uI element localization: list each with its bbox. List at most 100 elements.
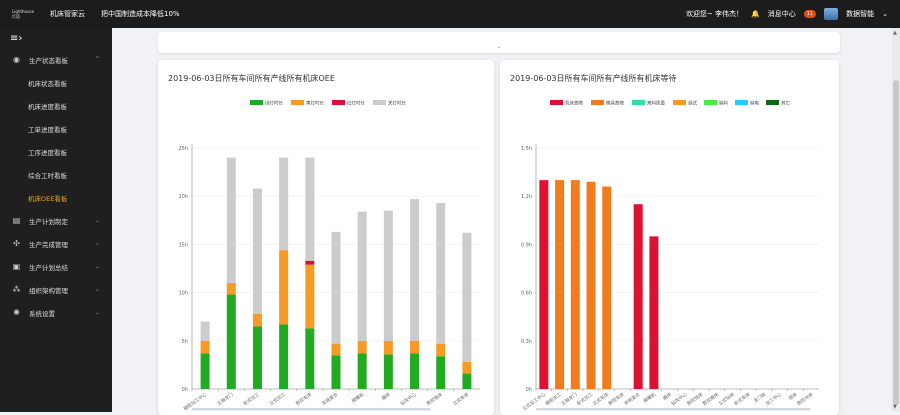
bar-segment[interactable] [555,180,565,389]
menu-toggle-icon[interactable]: ≡› [10,33,23,44]
bar-segment[interactable] [383,210,393,341]
user-name[interactable]: 数据智能 [846,10,875,18]
bar-segment[interactable] [570,180,580,389]
page-scrollbar[interactable]: ▲ ▼ [892,28,900,412]
bar-segment[interactable] [357,340,367,354]
legend-swatch[interactable] [735,100,748,105]
sidebar-subitem-machine-progress[interactable]: 机床进度看板 [28,102,67,111]
bar-segment[interactable] [252,313,262,327]
bar-segment[interactable] [357,353,367,389]
bar-segment[interactable] [649,236,659,389]
org-icon: ⁂ [12,285,21,294]
bar-segment[interactable] [586,181,596,389]
bar-segment[interactable] [305,157,315,261]
legend-swatch[interactable] [373,100,386,105]
legend-label[interactable]: 来料质量 [647,100,665,107]
sidebar-item-settings[interactable]: ✺ 系统设置 ⌄ [0,301,112,324]
bar-segment[interactable] [357,211,367,341]
bar-segment[interactable] [410,340,420,354]
x-tick-label: 车铣复合 [623,391,642,407]
bar-segment[interactable] [279,324,289,389]
sidebar-item-completion[interactable]: ✣ 生产完成管理 ⌄ [0,232,112,255]
legend-label[interactable]: 红灯时长 [347,100,365,107]
bar-segment[interactable] [436,356,446,389]
legend-swatch[interactable] [591,100,604,105]
sidebar-subitem-process-progress[interactable]: 工序进度看板 [28,148,67,157]
legend-swatch[interactable] [550,100,563,105]
bar-segment[interactable] [200,321,210,341]
bar-segment[interactable] [331,355,341,389]
bar-segment[interactable] [252,326,262,389]
legend-swatch[interactable] [704,100,717,105]
bar-segment[interactable] [226,157,236,283]
legend-swatch[interactable] [250,100,263,105]
legend-label[interactable]: 绿灯时长 [265,100,283,107]
chart-scrollbar[interactable] [192,408,432,411]
bar-segment[interactable] [410,199,420,341]
bar-segment[interactable] [305,260,315,265]
bar-segment[interactable] [305,264,315,329]
wait-chart-card: 2019-06-03日所有车间所有产线所有机床等待 0h 0.3h 0.6h 0.9h… [500,60,839,415]
chart-scrollbar[interactable] [536,408,811,411]
sidebar-subitem-order-progress[interactable]: 工单进度看板 [28,125,67,134]
bar-segment[interactable] [410,353,420,389]
sidebar-item-status-board[interactable]: ◉ 生产状态看板 ^ [0,48,112,71]
bar-segment[interactable] [331,231,341,344]
scroll-up-icon[interactable]: ▲ [893,30,897,36]
legend-label[interactable]: 其它 [781,100,790,107]
legend-swatch[interactable] [673,100,686,105]
sidebar-item-org[interactable]: ⁂ 组织架构管理 ⌄ [0,278,112,301]
bar-segment[interactable] [436,343,446,357]
legend-label[interactable]: 关灯时长 [388,100,406,107]
sidebar-item-summary[interactable]: ▣ 生产计划总结 ⌄ [0,255,112,278]
chevron-down-icon[interactable]: ⌄ [882,10,888,18]
settings-icon: ✺ [13,308,20,317]
bar-segment[interactable] [633,204,643,389]
legend-swatch[interactable] [291,100,304,105]
bar-segment[interactable] [331,343,341,356]
messages-link[interactable]: 消息中心 [767,10,796,18]
legend-swatch[interactable] [632,100,645,105]
oee-chart-card: 2019-06-03日所有车间所有产线所有机床OEE 0h 5h 10h 15h 20h… [158,60,494,415]
bar-segment[interactable] [436,202,446,344]
legend-label[interactable]: 缺电 [750,100,759,107]
legend-label[interactable]: 缺料 [719,100,728,107]
bar-segment[interactable] [252,188,262,314]
legend-label[interactable]: 黄灯时长 [306,100,324,107]
bar-segment[interactable] [200,353,210,389]
bar-segment[interactable] [383,354,393,389]
bar-segment[interactable] [462,362,472,374]
bell-icon[interactable]: 🔔 [751,10,760,18]
legend-label[interactable]: 模具故障 [606,100,624,107]
legend-label[interactable]: 调试 [688,100,697,107]
sidebar-subitem-machine-status[interactable]: 机床状态看板 [28,79,67,88]
bar-segment[interactable] [602,186,612,389]
y-tick-label: 5h [182,339,188,345]
sidebar-item-label: 生产状态看板 [29,56,68,65]
wait-chart: 0h 0.3h 0.6h 0.9h 1.2h 1.5h 机床故障 模具故障 来料质量 调试 缺料 缺电… [521,100,819,412]
chart-title: 2019-06-03日所有车间所有产线所有机床OEE [168,74,335,83]
bar-segment[interactable] [200,340,210,354]
bar-segment[interactable] [279,250,289,325]
scrollbar-thumb[interactable] [893,80,899,405]
legend-label[interactable]: 机床故障 [565,100,583,107]
bar-segment[interactable] [462,373,472,389]
chart-title: 2019-06-03日所有车间所有产线所有机床等待 [510,74,677,83]
sidebar-subitem-oee[interactable]: 机床OEE看板 [28,194,68,203]
chevron-down-icon[interactable]: ⌄ [496,43,502,50]
legend-swatch[interactable] [332,100,345,105]
bar-segment[interactable] [462,232,472,363]
sidebar-item-plan[interactable]: ▤ 生产计划制定 ⌄ [0,209,112,232]
bar-segment[interactable] [383,340,393,355]
bar-segment[interactable] [539,180,549,389]
collapsed-filter-panel[interactable]: ⌄ [158,32,840,53]
bar-segment[interactable] [305,328,315,389]
sidebar-subitem-work-hours[interactable]: 综合工时看板 [28,171,67,180]
legend-swatch[interactable] [766,100,779,105]
avatar[interactable] [824,8,839,20]
scroll-down-icon[interactable]: ▼ [893,404,897,410]
bar-segment[interactable] [226,282,236,295]
bar-segment[interactable] [226,294,236,389]
bar-segment[interactable] [279,157,289,251]
